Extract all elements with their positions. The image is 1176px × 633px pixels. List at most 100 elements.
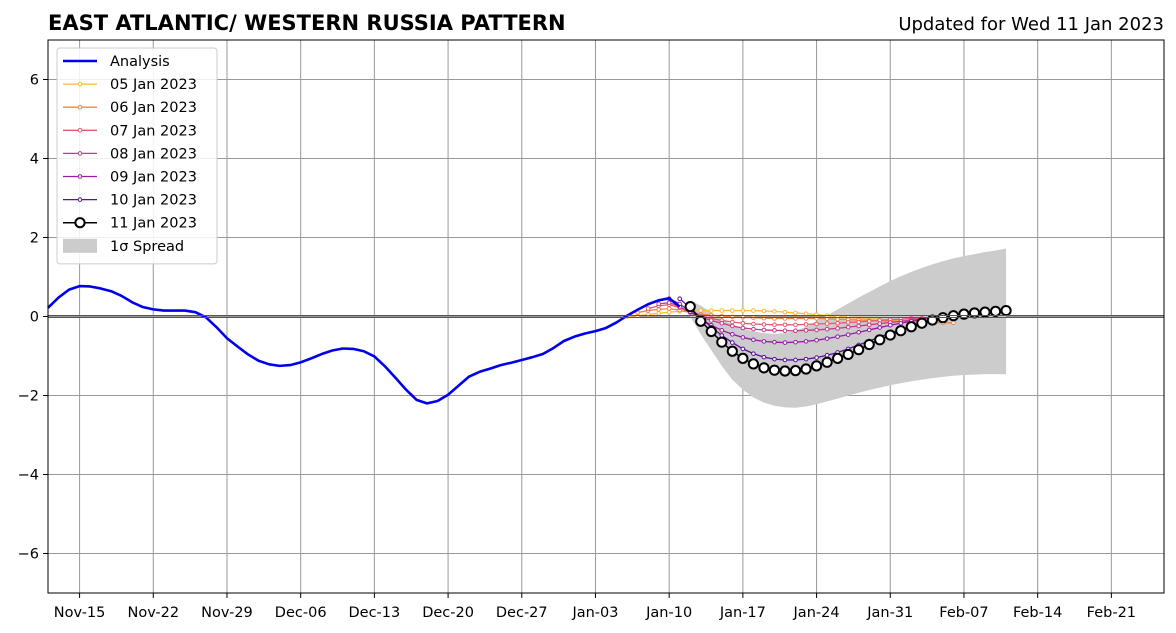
data-point: [824, 336, 830, 341]
data-point: [666, 306, 672, 311]
data-point: [821, 356, 833, 368]
legend-marker: [77, 81, 83, 87]
data-point: [761, 339, 767, 344]
series-analysis: [47, 284, 681, 405]
data-point: [810, 360, 823, 372]
data-point: [853, 344, 865, 356]
data-point: [793, 357, 798, 363]
data-point: [1000, 304, 1012, 317]
data-point: [730, 323, 735, 329]
data-point: [730, 340, 735, 345]
data-point: [782, 357, 788, 363]
x-tick-label: Jan-10: [645, 605, 692, 621]
data-point: [856, 323, 861, 329]
y-tick-label: 0: [30, 310, 39, 326]
legend-marker: [74, 217, 86, 229]
x-tick-label: Feb-21: [1087, 605, 1136, 621]
data-point: [666, 300, 672, 305]
data-point: [905, 321, 917, 333]
data-point: [645, 306, 651, 311]
data-point: [842, 348, 854, 361]
data-point: [866, 327, 872, 333]
data-point: [793, 328, 798, 334]
data-point: [747, 358, 759, 370]
data-point: [800, 363, 812, 375]
legend-label: 07 Jan 2023: [110, 123, 197, 139]
data-point: [730, 331, 735, 337]
legend-label: 06 Jan 2023: [110, 100, 197, 116]
data-point: [803, 356, 809, 362]
data-point: [716, 336, 728, 348]
data-point: [730, 308, 735, 313]
y-tick-label: 4: [30, 152, 39, 168]
data-point: [824, 352, 830, 358]
data-point: [740, 335, 746, 340]
x-tick-label: Nov-29: [201, 605, 253, 621]
data-point: [951, 320, 956, 326]
data-point: [705, 325, 717, 338]
data-point: [803, 328, 809, 333]
legend-label: 11 Jan 2023: [110, 216, 197, 232]
legend-item-09-jan-2023: 09 Jan 2023: [63, 170, 197, 186]
data-point: [832, 352, 844, 364]
data-point: [782, 340, 788, 345]
x-axis: Nov-15 Nov-22 Nov-29 Dec-06 Dec-13 Dec-20 Dec-…: [54, 593, 1136, 621]
legend-label: 1σ Spread: [110, 239, 184, 255]
x-tick-label: Jan-17: [719, 605, 766, 621]
x-tick-label: Dec-06: [275, 605, 327, 621]
data-point: [751, 337, 756, 343]
x-tick-label: Feb-14: [1013, 605, 1062, 621]
data-point: [916, 317, 928, 329]
data-point: [782, 309, 788, 315]
data-point: [898, 320, 904, 326]
data-point: [740, 308, 746, 313]
chart-title: EAST ATLANTIC/ WESTERN RUSSIA PATTERN: [48, 11, 566, 35]
x-tick-label: Jan-24: [793, 605, 840, 621]
data-point: [772, 339, 777, 345]
data-point: [803, 339, 809, 344]
data-point: [768, 364, 781, 376]
data-point: [730, 319, 735, 325]
data-point: [874, 334, 886, 346]
data-point: [845, 320, 851, 325]
zero-line: [48, 315, 1164, 318]
data-point: [761, 354, 767, 360]
data-point: [968, 307, 981, 319]
data-point: [772, 322, 777, 328]
data-point: [958, 308, 970, 320]
legend-marker: [77, 197, 83, 202]
data-point: [835, 334, 840, 339]
x-tick-label: Dec-27: [496, 605, 548, 621]
updated-label: Updated for Wed 11 Jan 2023: [898, 14, 1164, 35]
legend-item-05-jan-2023: 05 Jan 2023: [63, 77, 197, 93]
data-point: [740, 320, 746, 326]
y-axis: 6 4 2 0 −2 −4 −6: [18, 73, 48, 563]
legend-label: 10 Jan 2023: [110, 193, 197, 209]
data-point: [719, 320, 725, 326]
data-point: [719, 328, 725, 333]
data-point: [772, 328, 777, 333]
x-tick-label: Nov-22: [127, 605, 179, 621]
legend-label: 08 Jan 2023: [110, 146, 197, 162]
data-point: [782, 328, 788, 334]
data-point: [656, 301, 661, 307]
data-point: [856, 330, 861, 335]
y-tick-label: −4: [18, 468, 39, 484]
data-point: [684, 301, 696, 313]
data-point: [887, 322, 893, 328]
legend-marker: [77, 128, 83, 133]
legend: Analysis 05 Jan 2023 06 Jan 2023 07 Jan 202…: [56, 47, 218, 265]
series-line: [47, 284, 681, 405]
data-point: [772, 309, 777, 314]
data-point: [877, 321, 883, 326]
x-tick-label: Nov-15: [54, 605, 106, 621]
data-point: [824, 321, 830, 326]
data-point: [793, 322, 798, 328]
data-point: [845, 324, 851, 330]
data-point: [740, 346, 746, 352]
data-point: [856, 319, 861, 325]
legend-label: Analysis: [110, 54, 170, 70]
data-point: [656, 311, 661, 316]
data-point: [989, 305, 1002, 317]
